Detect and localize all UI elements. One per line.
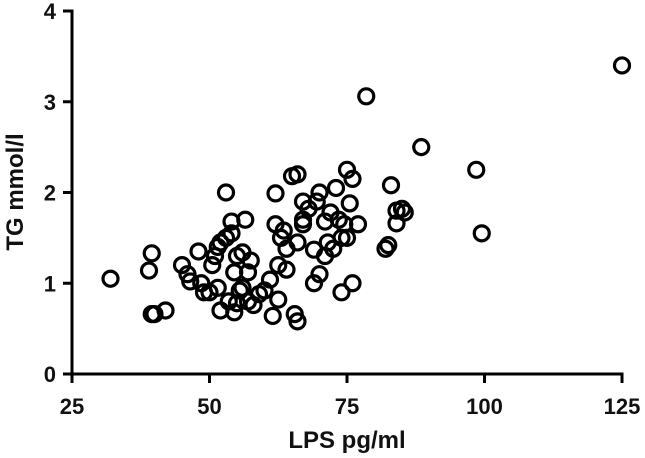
data-point: [288, 233, 307, 252]
data-point: [260, 270, 280, 289]
data-point: [310, 265, 329, 284]
x-tick-label: 125: [604, 394, 641, 419]
data-point: [269, 290, 288, 309]
data-points: [101, 56, 632, 331]
data-point: [337, 228, 357, 247]
data-point: [142, 244, 161, 263]
data-point: [222, 224, 241, 243]
data-point: [332, 283, 351, 302]
x-axis-title: LPS pg/ml: [288, 427, 405, 454]
y-axis-title: TG mmol/l: [2, 133, 29, 250]
y-tick-label: 2: [44, 181, 56, 206]
data-point: [379, 236, 398, 255]
data-point: [357, 87, 376, 106]
data-point: [612, 56, 632, 75]
y-tick-label: 1: [44, 271, 56, 296]
data-point: [181, 272, 200, 291]
data-point: [263, 306, 282, 326]
y-tick-label: 4: [44, 0, 57, 24]
data-point: [326, 178, 346, 198]
y-tick-label: 0: [44, 362, 56, 387]
ticks: 0 1 2 3 4 25 50 75 100 125: [44, 0, 641, 419]
x-tick-label: 100: [466, 394, 503, 419]
data-point: [145, 305, 164, 324]
data-point: [340, 194, 359, 213]
data-point: [307, 192, 326, 211]
data-point: [156, 301, 175, 320]
data-point: [238, 263, 258, 282]
data-point: [381, 176, 401, 195]
data-point: [236, 210, 255, 229]
x-tick-label: 25: [60, 394, 84, 419]
x-tick-label: 75: [335, 394, 359, 419]
data-point: [348, 215, 368, 234]
data-point: [467, 160, 486, 179]
data-point: [216, 183, 236, 202]
data-point: [472, 224, 491, 243]
data-point: [208, 278, 227, 297]
data-point: [274, 221, 293, 240]
x-tick-label: 50: [197, 394, 221, 419]
data-point: [412, 138, 431, 157]
data-point: [395, 203, 414, 222]
data-point: [310, 183, 329, 202]
data-point: [288, 312, 307, 331]
data-point: [277, 260, 296, 279]
data-point: [227, 294, 247, 313]
data-point: [241, 251, 260, 270]
y-tick-label: 3: [44, 90, 56, 115]
data-point: [203, 256, 222, 275]
data-point: [337, 160, 357, 179]
data-point: [288, 165, 307, 184]
data-point: [304, 274, 324, 293]
data-point: [266, 184, 285, 203]
data-point: [293, 215, 313, 234]
data-point: [139, 261, 159, 280]
data-point: [101, 269, 120, 288]
data-point: [343, 274, 362, 293]
data-point: [172, 256, 192, 275]
data-point: [189, 242, 208, 261]
data-point: [225, 303, 244, 322]
data-point: [343, 169, 362, 188]
